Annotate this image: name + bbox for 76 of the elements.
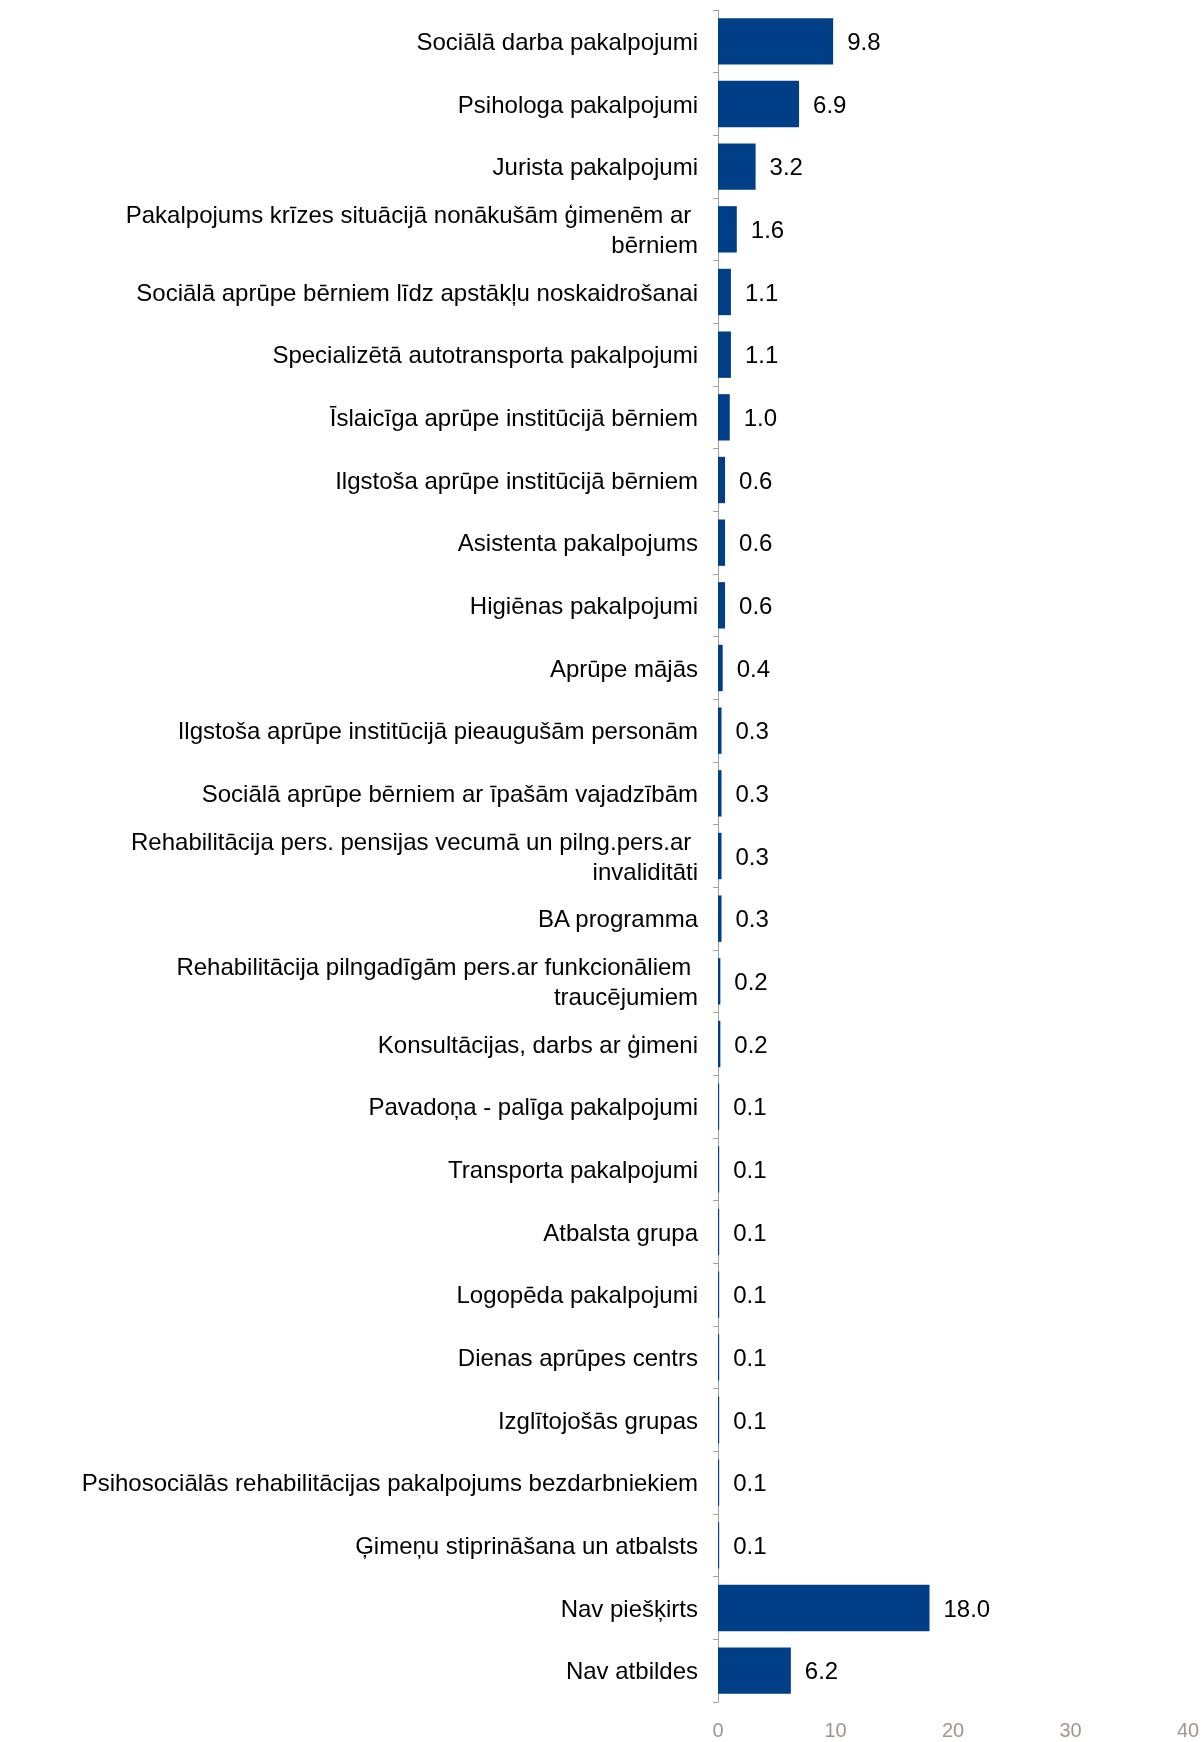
data-label: 0.3: [735, 717, 769, 745]
x-tick-label: 0: [712, 1719, 724, 1741]
y-tick-label: Sociālā aprūpe bērniem ar īpašām vajadzībām: [201, 779, 698, 807]
data-label: 1.0: [743, 403, 778, 431]
bar: [718, 707, 722, 754]
bar: [718, 394, 730, 441]
y-tick-label: Psihologa pakalpojumi: [457, 90, 698, 118]
data-label: 0.6: [739, 591, 773, 619]
data-label: 0.6: [739, 529, 773, 557]
x-tick-label: 20: [941, 1719, 965, 1741]
data-label: 18.0: [943, 1594, 991, 1622]
y-tick-label: Logopēda pakalpojumi: [456, 1281, 698, 1309]
bar: [718, 18, 834, 65]
data-label: 1.6: [750, 215, 785, 243]
data-label: 0.3: [735, 905, 769, 933]
data-label: 0.1: [733, 1155, 767, 1183]
bar: [718, 519, 726, 566]
y-tick-label: Aprūpe mājās: [549, 654, 698, 682]
y-tick-label: Sociālā aprūpe bērniem līdz apstākļu noskaidrošanai: [136, 278, 698, 306]
bar: [718, 770, 722, 817]
bar: [718, 1647, 791, 1694]
y-tick-label: Specializētā autotransporta pakalpojumi: [272, 341, 698, 369]
bar: [718, 143, 756, 190]
data-label: 0.1: [733, 1218, 767, 1246]
data-label: 1.1: [744, 278, 779, 306]
data-label: 0.1: [733, 1281, 767, 1309]
bar: [718, 644, 723, 692]
y-tick-label: Ilgstoša aprūpe institūcijā pieaugušām personām: [177, 717, 698, 745]
bar: [718, 331, 731, 378]
y-tick-label: Pavadoņa - palīga pakalpojumi: [368, 1093, 698, 1121]
y-tick-label: Rehabilitācija pilngadīgām pers.ar funkcionāliem traucējumiem: [176, 952, 698, 1010]
x-tick-label: 30: [1059, 1719, 1082, 1741]
data-label: 0.4: [736, 654, 771, 682]
y-tick-label: Sociālā darba pakalpojumi: [416, 27, 698, 55]
data-label: 0.1: [733, 1531, 767, 1559]
data-label: 6.9: [813, 90, 847, 118]
bar: [718, 456, 726, 504]
data-label: 0.1: [733, 1406, 767, 1434]
bar: [718, 206, 737, 253]
data-label: 0.1: [733, 1469, 767, 1497]
y-tick-label: Ilgstoša aprūpe institūcijā bērniem: [335, 466, 698, 494]
bar: [718, 268, 731, 316]
data-label: 0.1: [733, 1093, 767, 1121]
data-label: 0.2: [734, 1030, 768, 1058]
y-tick-label: Higiēnas pakalpojumi: [469, 591, 698, 619]
y-tick-label: Nav atbildes: [565, 1657, 698, 1685]
y-tick-label: Īslaicīga aprūpe institūcijā bērniem: [329, 403, 698, 431]
data-label: 0.2: [734, 967, 768, 995]
bar: [718, 1584, 930, 1632]
bar: [718, 80, 800, 128]
data-label: 9.8: [847, 27, 881, 55]
y-tick-label: Rehabilitācija pers. pensijas vecumā un pilng.pers.ar invaliditāti: [131, 827, 698, 885]
y-tick-label: Jurista pakalpojumi: [492, 153, 698, 181]
x-tick-label: 40: [1176, 1719, 1200, 1741]
bar: [718, 895, 722, 942]
data-label: 0.3: [735, 842, 769, 870]
y-tick-label: Konsultācijas, darbs ar ģimeni: [377, 1030, 698, 1058]
data-label: 0.3: [735, 779, 769, 807]
bar: [718, 832, 722, 880]
bar: [718, 582, 726, 629]
y-tick-label: Nav piešķirts: [560, 1594, 698, 1622]
y-tick-label: Ģimeņu stiprināšana un atbalsts: [355, 1531, 698, 1559]
y-tick-label: Psihosociālās rehabilitācijas pakalpojums bezdarbniekiem: [81, 1469, 698, 1497]
y-tick-label: BA programma: [537, 905, 699, 933]
x-tick-label: 10: [824, 1719, 847, 1741]
y-tick-label: Pakalpojums krīzes situācijā nonākušām ģimenēm ar bērniem: [125, 200, 698, 258]
data-label: 0.1: [733, 1343, 767, 1371]
y-tick-label: Dienas aprūpes centrs: [457, 1343, 698, 1371]
y-tick-label: Izglītojošās grupas: [497, 1406, 698, 1434]
y-tick-label: Asistenta pakalpojums: [457, 529, 698, 557]
data-label: 6.2: [804, 1657, 839, 1685]
data-label: 3.2: [769, 153, 803, 181]
data-label: 1.1: [744, 341, 779, 369]
data-label: 0.6: [739, 466, 773, 494]
y-tick-label: Atbalsta grupa: [543, 1218, 699, 1246]
y-tick-label: Transporta pakalpojumi: [448, 1155, 698, 1183]
